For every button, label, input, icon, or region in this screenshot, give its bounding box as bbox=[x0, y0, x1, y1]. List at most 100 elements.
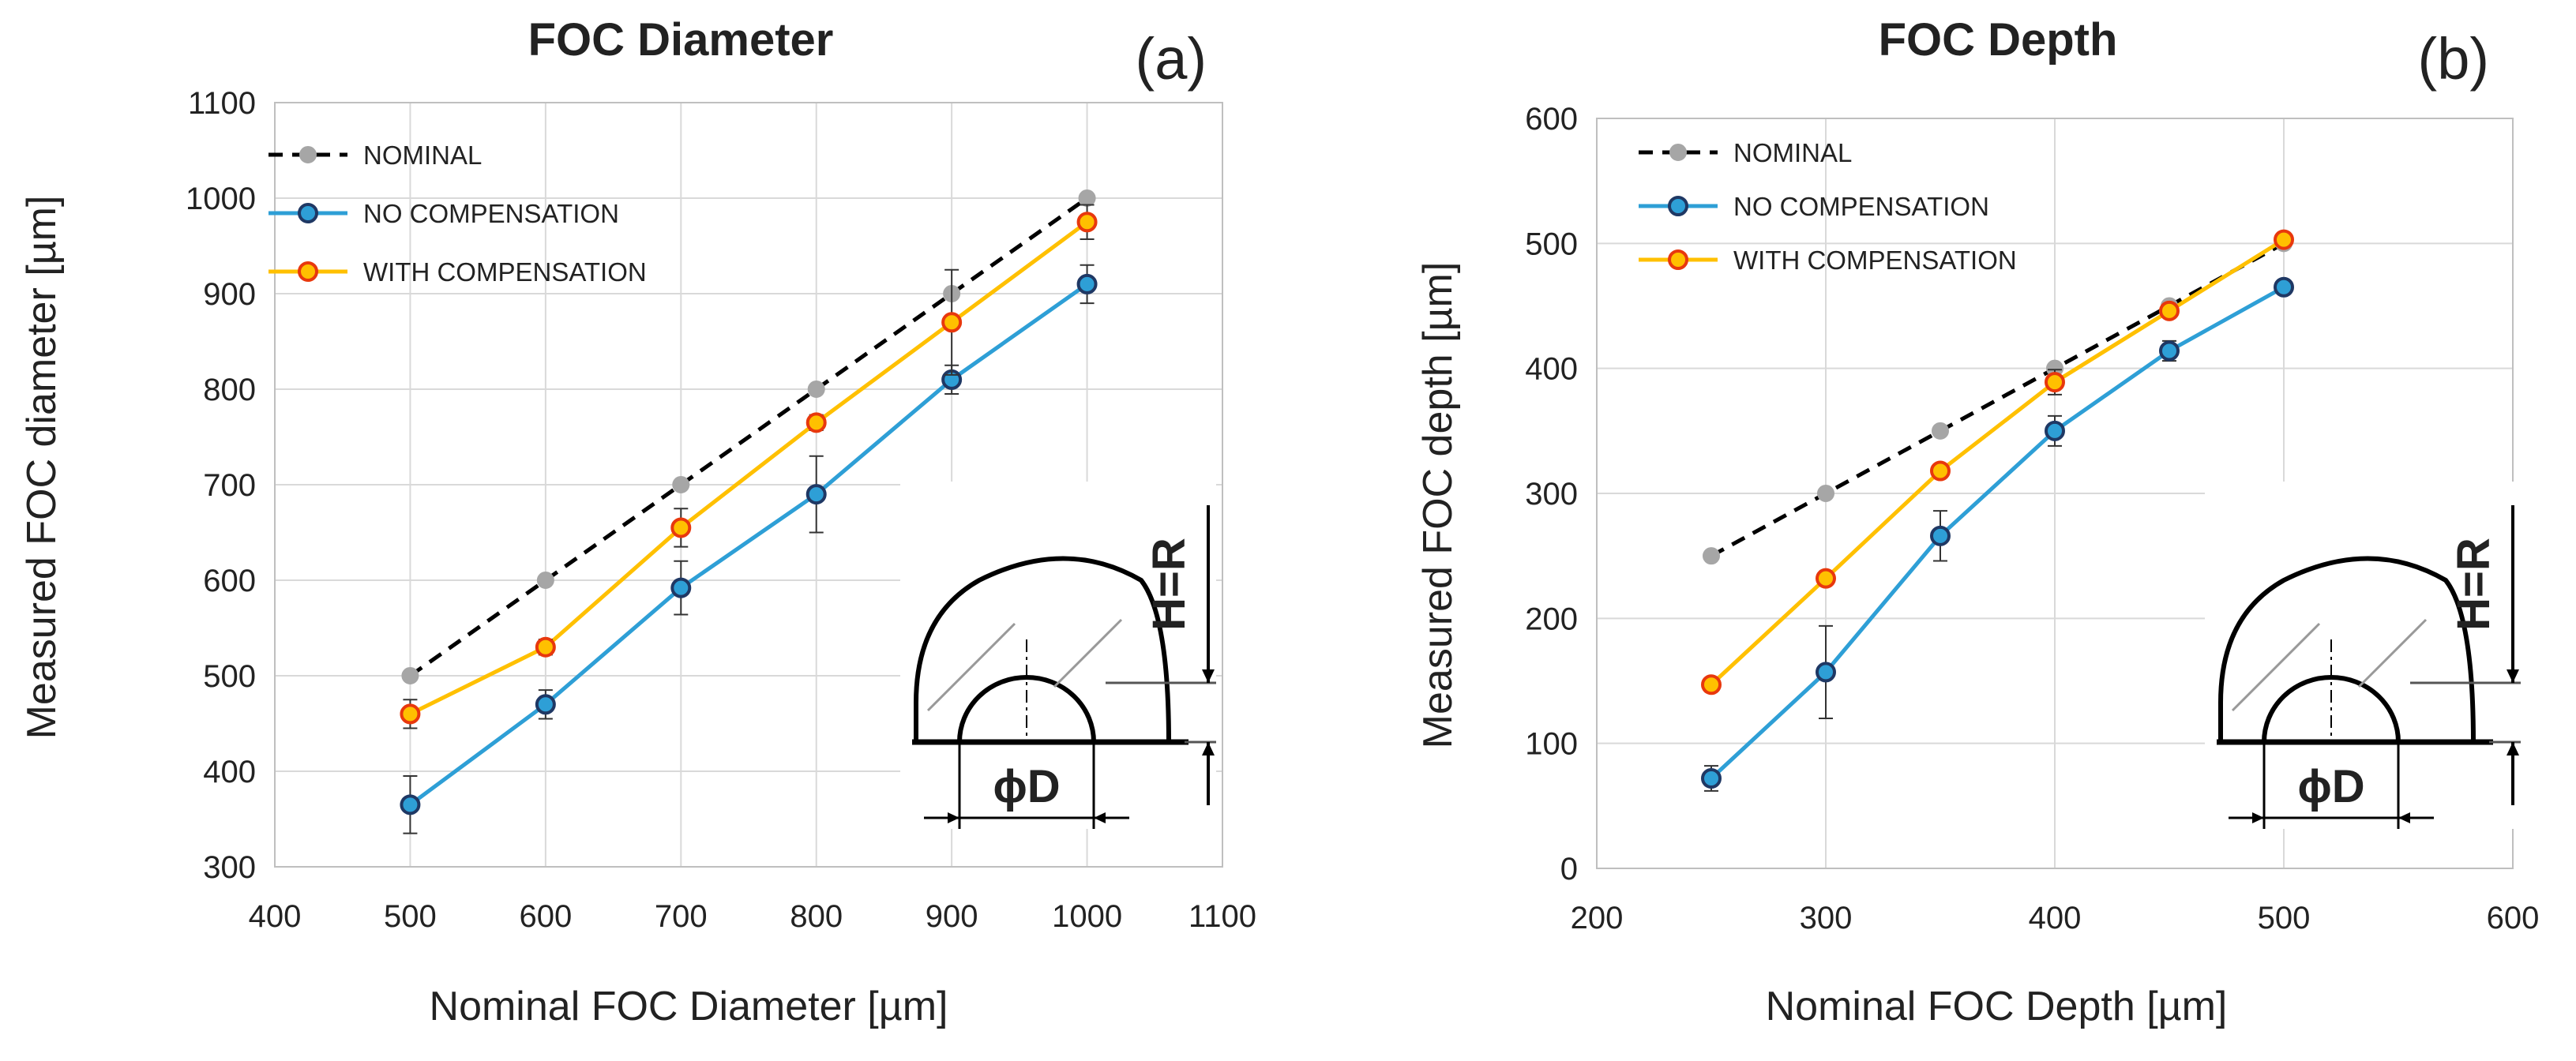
legend-label: WITH COMPENSATION bbox=[1733, 246, 2017, 275]
data-point bbox=[1816, 568, 1836, 589]
series-with-compensation bbox=[1701, 229, 2294, 695]
legend-label: NO COMPENSATION bbox=[363, 199, 619, 228]
data-point bbox=[535, 636, 556, 658]
y-axis-title: Measured FOC depth [µm] bbox=[1415, 262, 1461, 749]
data-point bbox=[1078, 189, 1096, 207]
chart-title: FOC Depth bbox=[1879, 14, 2118, 66]
legend-label: NOMINAL bbox=[1733, 138, 1852, 167]
series-no-compensation bbox=[400, 264, 1098, 834]
x-tick-label: 600 bbox=[519, 899, 572, 934]
outer-arc bbox=[2218, 556, 2476, 744]
data-point bbox=[1817, 485, 1834, 502]
legend-swatch-marker bbox=[298, 261, 318, 282]
diameter-label: ϕD bbox=[2297, 761, 2364, 812]
chart-panel-a: 300 400 500 600 700 800 900 1000 1100 400 500 600 70… bbox=[19, 14, 1256, 1029]
series-line bbox=[1710, 242, 2285, 558]
x-tick-label: 600 bbox=[2487, 901, 2540, 935]
hatch-line bbox=[926, 622, 1016, 712]
x-tick-label: 700 bbox=[655, 899, 708, 934]
diameter-arrowhead bbox=[2398, 812, 2410, 823]
series-line bbox=[408, 282, 1089, 807]
data-point bbox=[1076, 212, 1098, 233]
data-point bbox=[672, 476, 690, 493]
x-tick-label: 400 bbox=[2029, 901, 2082, 935]
height-arrowhead bbox=[1202, 742, 1215, 755]
y-tick-label: 300 bbox=[203, 850, 256, 885]
data-point bbox=[1703, 547, 1720, 565]
x-tick-label: 800 bbox=[790, 899, 843, 934]
inner-arc bbox=[2262, 675, 2401, 743]
x-tick-label: 500 bbox=[2258, 901, 2311, 935]
y-tick-label: 500 bbox=[203, 659, 256, 694]
height-label: H=R bbox=[1143, 538, 1195, 631]
data-point bbox=[400, 794, 421, 815]
data-point bbox=[805, 484, 827, 505]
outer-arc bbox=[914, 556, 1172, 744]
y-tick-label: 300 bbox=[1525, 477, 1578, 512]
y-tick-label: 400 bbox=[1525, 352, 1578, 387]
data-point bbox=[400, 703, 421, 725]
series-no-compensation bbox=[1701, 276, 2294, 792]
legend-swatch-marker bbox=[298, 203, 318, 223]
legend-swatch-marker bbox=[1669, 144, 1687, 161]
y-tick-label: 500 bbox=[1525, 227, 1578, 261]
x-axis-title: Nominal FOC Depth [µm] bbox=[1766, 984, 2228, 1029]
x-tick-label: 1100 bbox=[1188, 899, 1256, 934]
legend: NOMINAL NO COMPENSATION WITH COMPENSATION bbox=[1639, 138, 2017, 275]
legend-swatch-marker bbox=[1668, 249, 1688, 270]
y-tick-label: 0 bbox=[1560, 852, 1578, 887]
inset-schematic: H=R ϕD bbox=[900, 482, 1216, 829]
x-tick-label: 900 bbox=[926, 899, 978, 934]
series-with-compensation bbox=[400, 204, 1098, 729]
y-tick-label: 1000 bbox=[186, 182, 256, 216]
data-point bbox=[535, 694, 556, 715]
height-arrowhead bbox=[2507, 669, 2519, 683]
data-point bbox=[670, 577, 692, 598]
data-point bbox=[1076, 273, 1098, 294]
series-line bbox=[1710, 285, 2285, 780]
y-tick-label: 400 bbox=[203, 755, 256, 789]
height-label: H=R bbox=[2448, 538, 2499, 631]
data-point bbox=[536, 572, 554, 589]
legend-label: WITH COMPENSATION bbox=[363, 257, 647, 287]
y-tick-label: 900 bbox=[203, 277, 256, 312]
chart-panel-b: 0 100 200 300 400 500 600 200 300 400 500 600 FOC De… bbox=[1415, 14, 2539, 1029]
panel-label: (b) bbox=[2418, 26, 2489, 92]
data-point bbox=[401, 667, 419, 684]
y-tick-label: 200 bbox=[1525, 602, 1578, 636]
panel-label: (a) bbox=[1136, 26, 1207, 92]
data-point bbox=[2045, 372, 2065, 393]
data-point bbox=[805, 412, 827, 433]
height-arrowhead bbox=[1202, 669, 1215, 683]
diameter-arrowhead bbox=[1094, 812, 1106, 823]
series-line bbox=[409, 220, 1089, 716]
y-tick-label: 600 bbox=[203, 564, 256, 598]
data-point bbox=[1930, 525, 1951, 546]
plot-area bbox=[274, 102, 1223, 868]
data-point bbox=[670, 517, 692, 538]
x-tick-label: 500 bbox=[384, 899, 437, 934]
data-point bbox=[807, 381, 825, 398]
height-arrowhead bbox=[2507, 742, 2519, 755]
data-point bbox=[2159, 340, 2180, 362]
data-point bbox=[1930, 460, 1951, 482]
series-line bbox=[408, 196, 1089, 678]
hatch-line bbox=[2357, 618, 2428, 688]
chart-title: FOC Diameter bbox=[528, 14, 834, 66]
diameter-arrowhead bbox=[948, 812, 959, 823]
legend-swatch-marker bbox=[299, 146, 317, 163]
hatch-line bbox=[1053, 618, 1123, 688]
x-axis-title: Nominal FOC Diameter [µm] bbox=[430, 984, 948, 1029]
diameter-label: ϕD bbox=[993, 761, 1060, 812]
data-point bbox=[2274, 276, 2294, 298]
data-point bbox=[2274, 229, 2294, 250]
y-tick-label: 600 bbox=[1525, 102, 1578, 137]
series-line bbox=[1710, 238, 2285, 687]
x-tick-label: 200 bbox=[1571, 901, 1624, 935]
legend-label: NO COMPENSATION bbox=[1733, 192, 1989, 221]
legend: NOMINAL NO COMPENSATION WITH COMPENSATION bbox=[268, 141, 647, 287]
x-tick-label: 400 bbox=[249, 899, 302, 934]
legend-label: NOMINAL bbox=[363, 141, 482, 170]
diameter-arrowhead bbox=[2252, 812, 2264, 823]
